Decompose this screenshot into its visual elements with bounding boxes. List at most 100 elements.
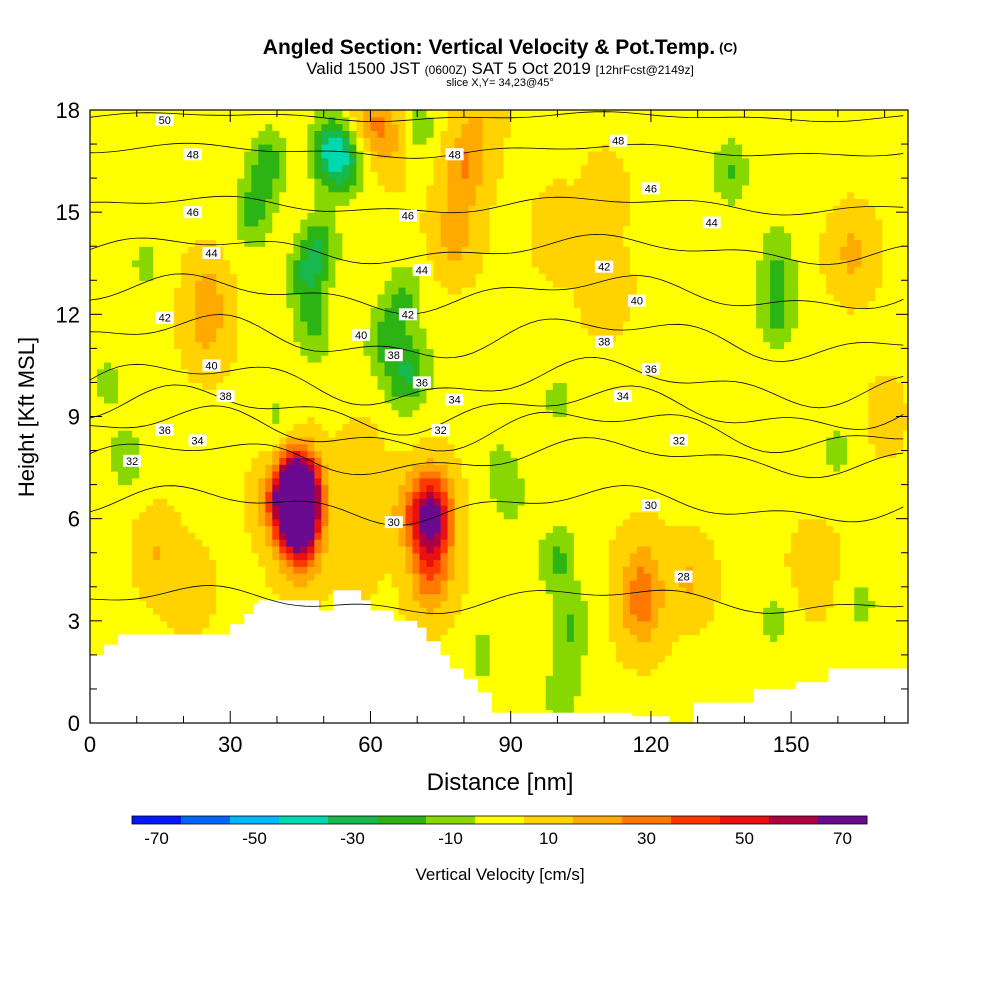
velocity-cell <box>468 368 477 377</box>
velocity-cell <box>202 321 210 329</box>
velocity-cell <box>251 525 259 533</box>
velocity-cell <box>419 259 428 268</box>
velocity-cell <box>454 539 463 547</box>
velocity-cell <box>342 545 350 554</box>
velocity-cell <box>104 402 112 411</box>
velocity-cell <box>426 607 435 615</box>
velocity-cell <box>370 484 379 492</box>
velocity-cell <box>314 471 322 479</box>
velocity-cell <box>454 219 463 227</box>
velocity-cell <box>454 130 463 138</box>
velocity-cell <box>293 225 301 234</box>
velocity-cell <box>230 614 238 622</box>
velocity-cell <box>160 518 168 527</box>
velocity-cell <box>188 273 196 281</box>
velocity-cell <box>447 239 456 247</box>
velocity-cell <box>125 205 133 213</box>
velocity-cell <box>440 280 449 288</box>
velocity-cell <box>454 566 463 574</box>
velocity-cell <box>265 144 273 152</box>
velocity-cell <box>237 150 245 159</box>
velocity-cell <box>440 620 449 629</box>
velocity-cell <box>293 171 301 179</box>
velocity-cell <box>111 389 119 397</box>
velocity-cell <box>174 341 182 349</box>
velocity-cell <box>377 416 386 424</box>
velocity-cell <box>237 300 245 309</box>
velocity-cell <box>314 355 322 363</box>
velocity-cell <box>328 511 336 520</box>
velocity-cell <box>181 191 189 200</box>
velocity-cell <box>384 341 393 349</box>
velocity-cell <box>405 110 414 118</box>
velocity-cell <box>391 178 400 186</box>
velocity-cell <box>181 396 189 404</box>
velocity-cell <box>139 334 147 343</box>
velocity-cell <box>174 566 182 574</box>
velocity-cell <box>440 123 449 131</box>
velocity-cell <box>104 110 112 118</box>
velocity-cell <box>328 266 336 275</box>
velocity-cell <box>146 307 154 315</box>
velocity-cell <box>125 402 133 411</box>
velocity-cell <box>188 368 196 377</box>
velocity-cell <box>97 355 105 363</box>
velocity-cell <box>104 355 112 363</box>
velocity-cell <box>426 293 435 302</box>
velocity-cell <box>447 307 456 315</box>
velocity-cell <box>265 157 273 166</box>
velocity-cell <box>160 362 168 370</box>
velocity-cell <box>132 471 140 479</box>
velocity-cell <box>167 477 175 486</box>
velocity-cell <box>321 396 329 404</box>
velocity-cell <box>426 362 435 370</box>
velocity-cell <box>342 171 350 179</box>
velocity-cell <box>272 110 280 118</box>
velocity-cell <box>251 436 259 445</box>
velocity-cell <box>370 416 379 424</box>
velocity-cell <box>447 259 456 268</box>
velocity-cell <box>363 580 371 588</box>
velocity-cell <box>391 573 400 581</box>
velocity-cell <box>111 110 119 118</box>
velocity-cell <box>251 328 259 336</box>
velocity-cell <box>293 518 301 527</box>
velocity-cell <box>307 430 315 438</box>
velocity-cell <box>139 607 147 615</box>
velocity-cell <box>139 430 147 438</box>
velocity-cell <box>279 273 287 281</box>
velocity-cell <box>377 212 386 220</box>
velocity-cell <box>419 225 428 234</box>
velocity-cell <box>104 518 112 527</box>
velocity-cell <box>244 144 252 152</box>
velocity-cell <box>461 430 470 438</box>
velocity-cell <box>195 178 203 186</box>
velocity-cell <box>195 559 203 567</box>
velocity-cell <box>342 321 350 329</box>
velocity-cell <box>363 110 371 118</box>
velocity-cell <box>356 110 364 118</box>
velocity-cell <box>314 130 322 138</box>
velocity-cell <box>419 593 428 601</box>
velocity-cell <box>321 423 329 431</box>
velocity-cell <box>230 184 238 193</box>
velocity-cell <box>279 580 287 588</box>
velocity-cell <box>160 178 168 186</box>
velocity-cell <box>202 164 210 172</box>
velocity-cell <box>419 253 428 261</box>
velocity-cell <box>251 457 259 465</box>
velocity-cell <box>125 266 133 275</box>
velocity-cell <box>97 287 105 295</box>
velocity-cell <box>286 368 294 377</box>
velocity-cell <box>307 552 315 561</box>
velocity-cell <box>258 552 266 561</box>
velocity-cell <box>412 205 421 213</box>
velocity-cell <box>293 532 301 540</box>
velocity-cell <box>174 396 182 404</box>
velocity-cell <box>440 607 449 615</box>
velocity-cell <box>230 566 238 574</box>
velocity-cell <box>328 321 336 329</box>
velocity-cell <box>97 266 105 275</box>
velocity-cell <box>223 328 231 336</box>
velocity-cell <box>153 171 161 179</box>
